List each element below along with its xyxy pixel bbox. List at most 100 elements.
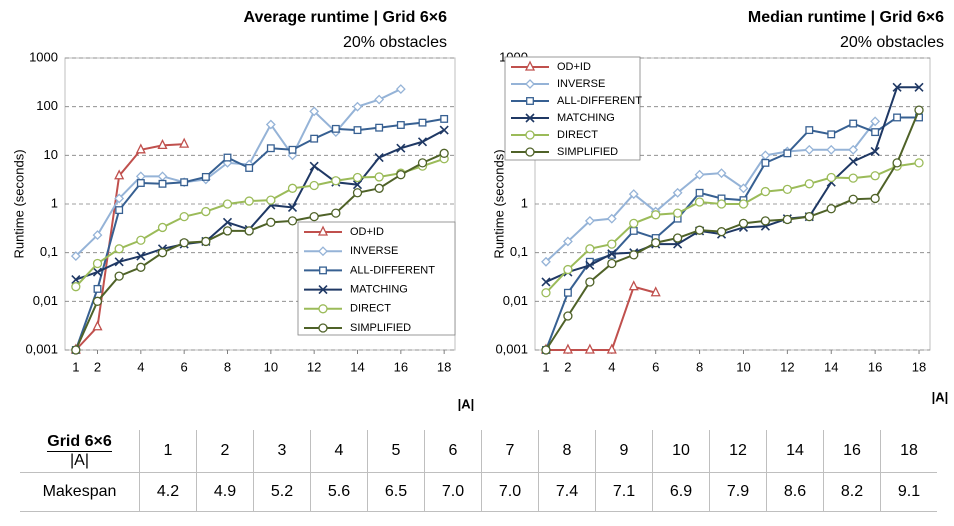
column-header: 1 <box>139 430 197 473</box>
marker <box>93 284 102 293</box>
column-header: 16 <box>823 430 881 473</box>
marker <box>848 144 859 155</box>
marker <box>804 211 814 222</box>
marker <box>331 176 341 186</box>
series-line <box>75 143 185 351</box>
legend-label: INVERSE <box>350 245 398 257</box>
marker <box>287 183 298 193</box>
marker <box>309 161 319 171</box>
marker <box>541 288 551 298</box>
table-cell: 7.1 <box>595 472 653 512</box>
marker <box>848 194 858 204</box>
table-cell: 6.5 <box>367 472 425 512</box>
marker <box>848 156 858 166</box>
marker <box>136 251 146 261</box>
header-cell: Grid 6×6 |A| <box>20 430 140 473</box>
y-tick-label: 1 <box>521 195 528 210</box>
marker <box>585 277 595 287</box>
marker <box>848 173 858 183</box>
column-header: 12 <box>709 430 767 473</box>
marker <box>71 345 81 355</box>
marker <box>563 288 572 297</box>
marker <box>309 211 319 222</box>
marker <box>584 343 595 354</box>
marker <box>672 208 683 218</box>
marker <box>716 227 727 237</box>
marker <box>71 275 81 285</box>
marker <box>892 82 902 92</box>
marker <box>914 82 924 92</box>
y-axis-label: Runtime (seconds) <box>11 149 26 258</box>
legend-label: DIRECT <box>557 129 598 141</box>
marker <box>331 208 341 218</box>
marker <box>606 213 617 224</box>
marker <box>157 248 168 258</box>
marker <box>562 343 573 354</box>
marker <box>309 106 320 117</box>
marker <box>70 251 81 262</box>
marker <box>244 226 254 236</box>
x-tick-label: 6 <box>652 359 659 374</box>
marker <box>395 84 406 94</box>
marker <box>180 178 189 187</box>
marker <box>805 126 814 135</box>
marker <box>607 249 617 259</box>
x-tick-label: 10 <box>264 359 278 374</box>
marker <box>892 158 902 168</box>
chart-subtitle: 20% obstacles <box>840 34 944 51</box>
legend-label: SIMPLIFIED <box>350 322 411 334</box>
marker <box>287 202 298 213</box>
marker <box>695 188 704 197</box>
marker <box>782 184 793 194</box>
marker <box>826 172 836 183</box>
marker <box>374 183 384 193</box>
marker <box>716 199 727 209</box>
marker <box>439 125 449 135</box>
marker <box>352 172 363 183</box>
charts: Average runtime | Grid 6×6 20% obstacles 0… <box>11 9 948 411</box>
marker <box>375 123 384 132</box>
marker <box>650 286 661 297</box>
marker <box>651 238 661 248</box>
marker <box>266 144 275 153</box>
y-tick-label: 0,1 <box>40 244 58 259</box>
marker <box>629 250 639 260</box>
marker <box>179 211 189 222</box>
marker <box>541 256 551 267</box>
makespan-row: Makespan 4.2 4.9 5.2 5.6 6.5 7.0 7.0 7.4 7.1 6.9 7… <box>20 472 937 512</box>
marker <box>288 145 297 154</box>
legend-label: ALL-DIFFERENT <box>350 264 435 276</box>
x-tick-label: 16 <box>394 359 408 374</box>
marker <box>584 215 595 226</box>
chart-title: Average runtime | Grid 6×6 <box>243 9 447 26</box>
marker <box>353 126 362 135</box>
marker <box>607 258 617 269</box>
header-grid: Grid 6×6 <box>47 432 112 452</box>
marker <box>628 280 639 291</box>
marker <box>396 121 405 129</box>
marker <box>563 264 573 275</box>
legend-label: ALL-DIFFERENT <box>557 95 642 107</box>
marker <box>179 137 190 148</box>
column-header: 3 <box>253 430 311 473</box>
marker <box>629 226 638 235</box>
series-line <box>545 120 876 263</box>
legend-label: OD+ID <box>557 61 591 73</box>
x-axis-label: |A| <box>458 396 475 411</box>
marker <box>562 236 573 247</box>
x-tick-label: 18 <box>437 359 451 374</box>
marker <box>871 128 880 137</box>
row-label: Makespan <box>20 472 140 512</box>
marker <box>870 146 880 157</box>
marker <box>222 199 233 209</box>
column-header: 5 <box>367 430 425 473</box>
x-tick-label: 2 <box>94 359 101 374</box>
marker <box>244 196 254 206</box>
marker <box>157 222 168 233</box>
column-header: 14 <box>766 430 824 473</box>
marker <box>826 144 837 155</box>
x-tick-label: 8 <box>696 359 703 374</box>
x-tick-label: 1 <box>542 359 549 374</box>
y-tick-label: 0,01 <box>503 293 528 308</box>
marker <box>738 218 749 229</box>
